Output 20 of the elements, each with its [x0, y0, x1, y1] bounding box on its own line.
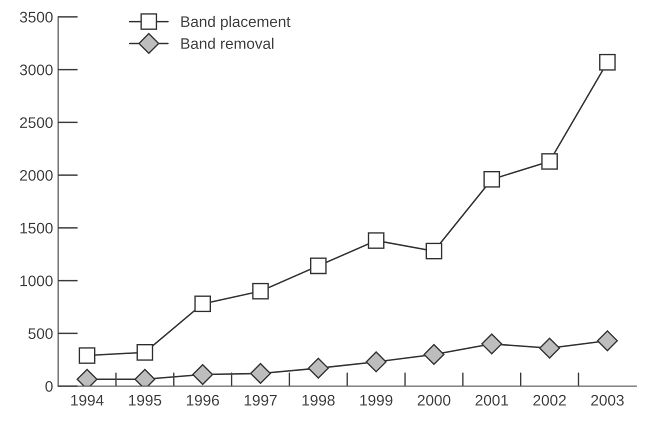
x-tick-label: 1996	[186, 394, 220, 406]
x-tick-label: 2000	[418, 394, 450, 406]
y-tick-label: 1500	[20, 222, 53, 234]
x-tick-label: 2001	[476, 394, 508, 406]
x-tick-label: 1995	[129, 394, 162, 406]
y-tick-label: 1000	[20, 276, 53, 286]
y-tick-label: 2000	[20, 170, 53, 181]
legend-label: Band removal	[181, 38, 274, 49]
y-tick-label: 3000	[20, 64, 53, 76]
y-tick-label: 500	[28, 328, 53, 340]
y-tick-label: 2500	[20, 117, 53, 128]
y-tick-label: 3500	[20, 12, 53, 23]
x-tick-label: 1998	[302, 394, 335, 406]
y-tick-label: 0	[45, 381, 53, 392]
x-tick-label: 1994	[71, 394, 104, 406]
legend-label: Band placement	[181, 16, 290, 30]
x-tick-label: 2003	[591, 394, 624, 406]
x-tick-label: 2002	[533, 394, 566, 406]
x-tick-label: 1997	[244, 394, 277, 406]
x-tick-label: 1999	[360, 394, 392, 406]
